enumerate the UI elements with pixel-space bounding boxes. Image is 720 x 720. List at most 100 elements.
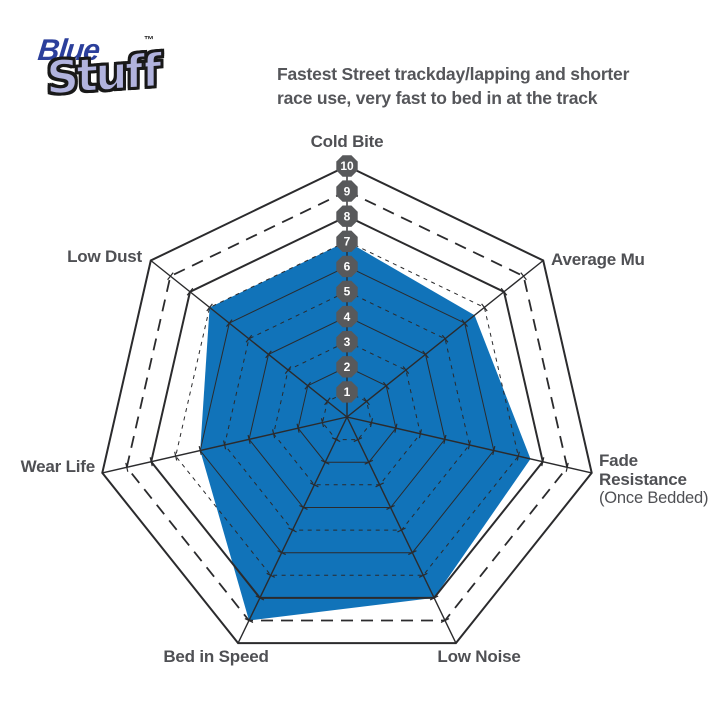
spoke-tick (174, 451, 178, 461)
spoke-tick (198, 445, 202, 456)
scale-badge-3 (336, 331, 358, 353)
spoke-tick (397, 527, 406, 533)
scale-badge-label-2: 2 (344, 360, 351, 374)
axis-label-fade-resistance: Fade Resistance (Once Bedded) (599, 451, 709, 508)
spoke-tick (223, 440, 227, 450)
spoke-tick (418, 572, 428, 578)
spoke-tick (565, 462, 569, 472)
scale-badge-label-7: 7 (344, 235, 351, 249)
spoke-tick (353, 437, 363, 443)
spoke-tick (467, 440, 471, 450)
grid-ring-2 (297, 366, 397, 463)
axis-label-average-mu: Average Mu (551, 250, 645, 269)
spoke-tick (541, 457, 545, 467)
grid-ring-8 (150, 215, 544, 599)
spoke-tick (277, 550, 286, 556)
scale-badge-label-1: 1 (344, 385, 351, 399)
scale-badge-2 (336, 356, 358, 378)
spoke-tick (481, 303, 488, 312)
scale-badge-6 (336, 255, 358, 278)
spoke-tick (272, 429, 276, 439)
grid-ring-4 (248, 316, 446, 508)
spoke-tick (443, 434, 447, 444)
scale-badge-5 (336, 280, 358, 303)
spoke-tick (255, 595, 265, 601)
scale-badge-label-5: 5 (344, 285, 351, 299)
ebc-bluestuff-logo: Blue ™ Stuff (34, 34, 184, 134)
grid-ring-9 (125, 190, 569, 622)
spoke-tick (394, 423, 398, 433)
spoke-tick (299, 504, 308, 510)
spoke-tick (364, 459, 374, 465)
spoke-tick (516, 451, 520, 461)
spoke-tick (125, 462, 129, 472)
spoke-tick (247, 434, 251, 444)
spoke-tick (461, 319, 468, 327)
trademark-symbol: ™ (144, 35, 154, 46)
spoke-tick (266, 572, 276, 578)
spoke-tick (226, 319, 233, 327)
spoke-tick (402, 366, 410, 374)
spoke-tick (284, 366, 292, 374)
scale-badge-7 (336, 230, 358, 252)
axis-label-fade-line2: Resistance (599, 470, 687, 489)
scale-badge-9 (336, 180, 358, 202)
scale-badge-label-9: 9 (344, 184, 351, 198)
spoke-tick (331, 437, 341, 443)
axis-label-bed-in-speed: Bed in Speed (163, 647, 269, 666)
scale-badge-4 (336, 305, 358, 328)
spoke-tick (520, 272, 527, 281)
spoke-tick (363, 397, 370, 406)
spoke-tick (422, 350, 429, 359)
spoke-tick (369, 418, 374, 428)
spoke-tick (418, 429, 422, 439)
axis-label-fade-line1: Fade (599, 451, 638, 470)
grid-ring-6 (199, 265, 495, 554)
spoke-tick (186, 287, 194, 296)
spoke-tick (429, 595, 439, 601)
scale-badges: 1 2 3 4 5 6 7 8 9 10 (336, 155, 358, 403)
spoke-tick (288, 527, 297, 533)
axis-label-low-noise: Low Noise (437, 647, 521, 666)
chart-title: Fastest Street trackday/lapping and shor… (277, 62, 629, 110)
spoke-tick (245, 334, 253, 343)
spoke-tick (206, 303, 213, 312)
scale-badge-10 (336, 155, 358, 177)
spoke-tick (382, 381, 390, 390)
scale-badge-label-10: 10 (340, 159, 354, 173)
axis-label-low-dust: Low Dust (67, 247, 142, 266)
scale-badge-label-6: 6 (344, 260, 351, 274)
spoke-tick (386, 504, 395, 510)
spoke-tick (408, 550, 417, 556)
axis-label-wear-life: Wear Life (20, 457, 96, 476)
radar-spokes (102, 166, 592, 644)
spoke-tick (440, 618, 450, 624)
spoke-tick (441, 334, 449, 343)
axis-label-fade-line3: (Once Bedded) (599, 489, 709, 507)
spoke-tick (320, 459, 330, 465)
scale-badge-label-3: 3 (344, 335, 351, 349)
scale-badge-8 (336, 205, 358, 227)
grid-ring-10 (101, 164, 593, 645)
spoke-tick (244, 618, 254, 624)
spoke-tick (149, 457, 153, 467)
spoke-tick (296, 423, 300, 433)
spoke-tick (324, 397, 331, 406)
spoke-tick (167, 272, 174, 281)
scale-badge-1 (336, 381, 358, 403)
spoke-tick (492, 445, 496, 456)
spoke-tick (304, 381, 312, 390)
spoke-tick (265, 350, 272, 359)
spoke-tick (310, 482, 319, 488)
spoke-tick (375, 482, 384, 488)
radar-grid-rings (101, 164, 593, 645)
spoke-tick (500, 287, 508, 296)
scale-badge-label-4: 4 (344, 310, 351, 324)
chart-title-line1: Fastest Street trackday/lapping and shor… (277, 64, 630, 84)
axis-label-cold-bite: Cold Bite (310, 132, 384, 151)
scale-badge-label-8: 8 (344, 209, 351, 223)
spoke-tick (320, 418, 325, 428)
chart-title-line2: race use, very fast to bed in at the tra… (277, 88, 598, 108)
